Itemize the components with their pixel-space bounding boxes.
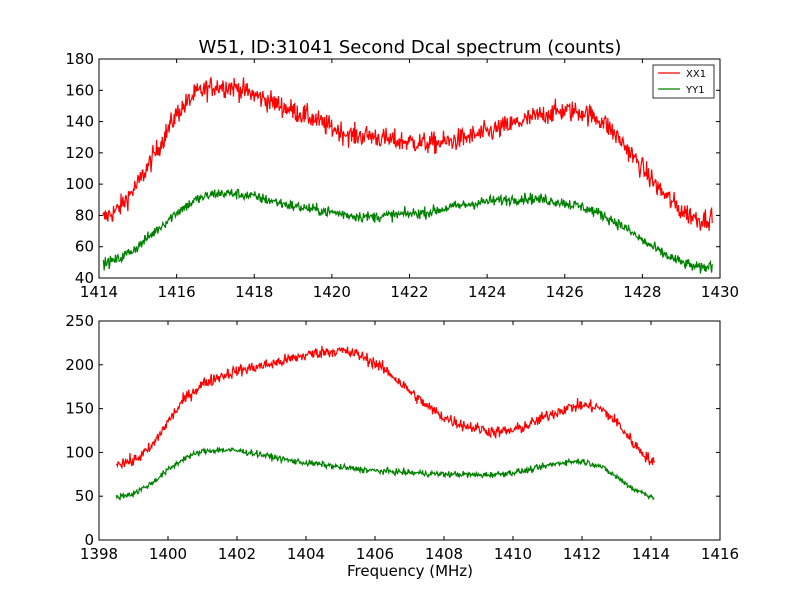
top-panel-series [102, 76, 713, 274]
series-line-green-bottom [115, 446, 655, 501]
bottom-panel: 1398 1400 1402 1404 1406 1408 1410 1412 1414 1416… [65, 312, 739, 563]
x-tick-label: 1416 [701, 545, 739, 563]
chart-title: W51, ID:31041 Second Dcal spectrum (coun… [199, 37, 622, 58]
bottom-panel-frame [98, 320, 721, 541]
x-tick-label: 1412 [563, 545, 601, 563]
x-tick-label: 1426 [546, 283, 584, 301]
y-tick-label: 100 [65, 175, 94, 193]
y-tick-label: 140 [65, 113, 94, 131]
x-tick-label: 1414 [80, 283, 118, 301]
top-panel: 1414 1416 1418 1420 1422 1424 1426 1428 1430 40 60… [65, 50, 739, 301]
y-tick-label: 200 [65, 356, 94, 374]
x-tick-label: 1398 [80, 545, 118, 563]
y-tick-label: 40 [75, 269, 94, 287]
x-axis-label: Frequency (MHz) [347, 562, 473, 580]
legend-box [652, 64, 715, 99]
y-tick-label: 120 [65, 144, 94, 162]
series-line-xx1 [102, 76, 713, 231]
x-tick-label: 1430 [701, 283, 739, 301]
x-tick-label: 1416 [158, 283, 196, 301]
top-panel-axes: 1414 1416 1418 1420 1422 1424 1426 1428 1430 40 60… [65, 50, 739, 301]
series-line-yy1 [102, 188, 713, 274]
x-tick-label: 1418 [235, 283, 273, 301]
y-tick-label: 160 [65, 81, 94, 99]
series-line-red-bottom [115, 345, 656, 470]
x-tick-label: 1400 [149, 545, 187, 563]
x-tick-label: 1428 [623, 283, 661, 301]
x-tick-label: 1422 [390, 283, 428, 301]
y-tick-label: 100 [65, 443, 94, 461]
bottom-panel-axes: 1398 1400 1402 1404 1406 1408 1410 1412 1414 1416… [65, 312, 739, 563]
x-tick-label: 1424 [468, 283, 506, 301]
y-tick-label: 0 [84, 531, 94, 549]
x-tick-label: 1408 [425, 545, 463, 563]
legend-label-yy1: YY1 [685, 85, 705, 96]
y-tick-label: 250 [65, 312, 94, 330]
bottom-panel-series [115, 345, 656, 501]
y-tick-label: 150 [65, 400, 94, 418]
legend-label-xx1: XX1 [686, 69, 706, 80]
legend: XX1 YY1 [652, 64, 715, 99]
y-tick-label: 50 [75, 487, 94, 505]
x-tick-label: 1410 [494, 545, 532, 563]
y-tick-label: 180 [65, 50, 94, 68]
x-tick-label: 1406 [356, 545, 394, 563]
x-tick-label: 1420 [313, 283, 351, 301]
x-tick-label: 1414 [632, 545, 670, 563]
x-tick-label: 1402 [218, 545, 256, 563]
y-tick-label: 80 [75, 206, 94, 224]
x-tick-label: 1404 [287, 545, 325, 563]
y-tick-label: 60 [75, 238, 94, 256]
